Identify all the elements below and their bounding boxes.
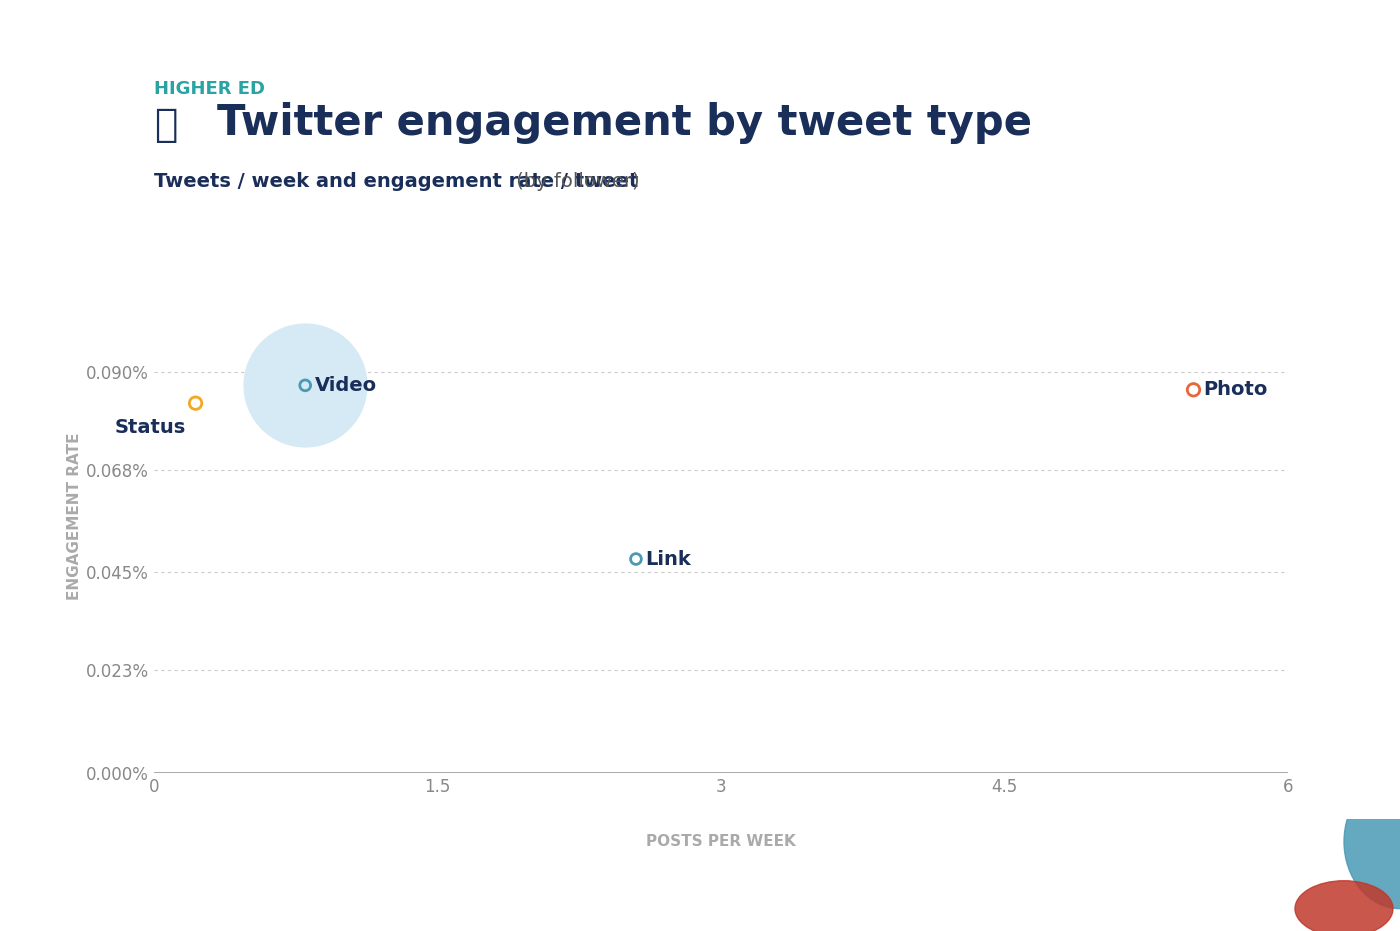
Text: Video: Video — [315, 376, 377, 395]
Text: 🐦: 🐦 — [154, 106, 178, 144]
Point — [185, 396, 207, 411]
Point — [294, 378, 316, 393]
Text: IQ: IQ — [1236, 884, 1263, 903]
Ellipse shape — [1295, 881, 1393, 931]
Ellipse shape — [1344, 775, 1400, 909]
Text: Link: Link — [645, 549, 692, 569]
Text: (by follower): (by follower) — [510, 172, 640, 191]
Text: Rival: Rival — [1226, 857, 1273, 874]
Point — [294, 378, 316, 393]
Point — [624, 551, 647, 566]
Text: Status: Status — [115, 418, 186, 438]
Text: Tweets / week and engagement rate / tweet: Tweets / week and engagement rate / twee… — [154, 172, 638, 191]
Text: HIGHER ED: HIGHER ED — [154, 80, 265, 98]
Text: Twitter engagement by tweet type: Twitter engagement by tweet type — [217, 102, 1032, 144]
Text: ENGAGEMENT RATE: ENGAGEMENT RATE — [67, 433, 83, 600]
Text: POSTS PER WEEK: POSTS PER WEEK — [647, 834, 795, 849]
Text: Photo: Photo — [1203, 380, 1267, 399]
Point — [1182, 383, 1204, 398]
